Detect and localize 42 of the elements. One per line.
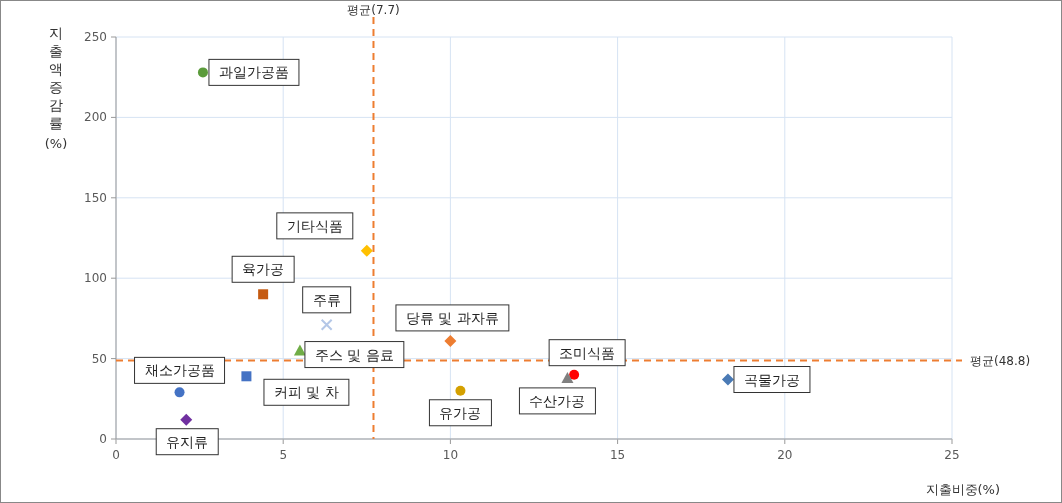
point xyxy=(561,371,574,383)
series-label: 수산가공 xyxy=(529,392,586,409)
point xyxy=(721,373,734,386)
x-tick-label: 15 xyxy=(609,448,626,462)
x-tick-label: 25 xyxy=(944,448,960,462)
y-tick-label: 0 xyxy=(99,432,107,446)
point xyxy=(241,371,252,382)
series-label: 유지류 xyxy=(166,433,209,450)
point xyxy=(455,385,466,396)
point xyxy=(569,369,580,380)
point xyxy=(293,344,306,356)
series-label: 당류 및 과자류 xyxy=(405,309,499,326)
x-tick-label: 20 xyxy=(777,448,793,462)
x-tick-label: 5 xyxy=(279,448,288,462)
ref-line-label: 평균(48.8) xyxy=(970,353,1031,368)
x-axis-title: 지출비중(%) xyxy=(925,482,1000,497)
point xyxy=(174,387,185,398)
y-tick-label: 150 xyxy=(84,190,107,205)
point xyxy=(180,413,193,426)
y-tick-label: 250 xyxy=(84,30,107,44)
series-label: 곡물가공 xyxy=(743,371,800,388)
series-label: 커피 및 차 xyxy=(273,384,339,401)
ref-line-label: 평균(7.7) xyxy=(347,3,400,17)
point xyxy=(360,244,373,257)
y-axis-title: 지출액증감률(%) xyxy=(44,25,68,151)
series-label: 유가공 xyxy=(439,404,482,421)
x-tick-label: 10 xyxy=(442,448,459,462)
series-label: 주스 및 음료 xyxy=(314,346,394,363)
series-label: 기타식품 xyxy=(286,217,343,234)
point xyxy=(320,318,333,331)
series-label: 주류 xyxy=(312,291,341,308)
series-label: 육가공 xyxy=(242,261,285,278)
y-tick-label: 100 xyxy=(84,271,107,286)
series-label: 과일가공품 xyxy=(218,64,289,81)
point xyxy=(444,334,457,347)
point xyxy=(258,289,269,300)
series-label: 채소가공품 xyxy=(144,362,215,379)
point xyxy=(197,67,208,78)
x-tick-label: 0 xyxy=(112,448,120,462)
y-tick-label: 200 xyxy=(84,110,107,125)
y-tick-label: 50 xyxy=(91,351,107,366)
series-label: 조미식품 xyxy=(559,344,616,361)
